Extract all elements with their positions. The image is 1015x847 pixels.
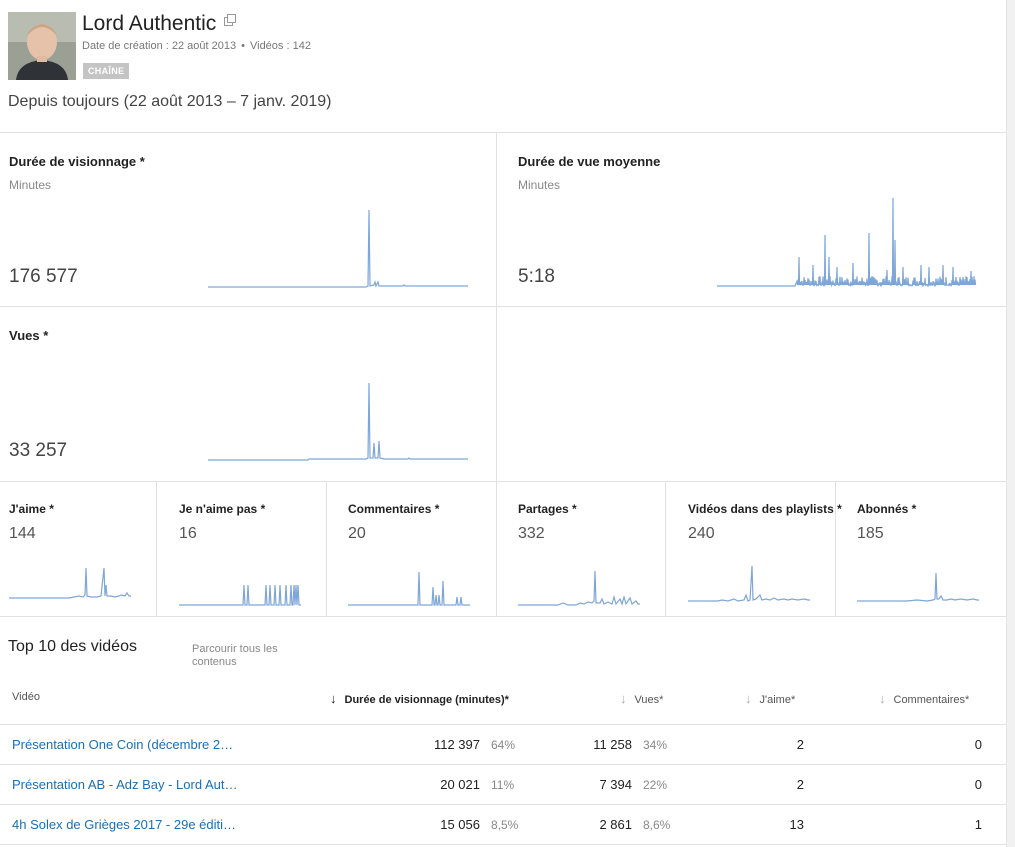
column-header-video[interactable]: Vidéo xyxy=(12,691,40,703)
views-percent: 22% xyxy=(643,778,668,792)
metric-title: J'aime * xyxy=(9,502,54,516)
channel-name[interactable]: Lord Authentic xyxy=(82,12,217,35)
likes-value: 2 xyxy=(796,737,804,752)
divider xyxy=(0,804,1006,805)
divider xyxy=(0,306,1006,307)
divider xyxy=(156,481,157,616)
views-percent: 8,6% xyxy=(643,818,671,832)
divider xyxy=(0,764,1006,765)
metric-title: Durée de vue moyenne xyxy=(518,154,661,169)
metric-subtitle: Minutes xyxy=(9,178,52,192)
column-header-views[interactable]: ↓ Vues* xyxy=(620,691,663,706)
likes-value: 2 xyxy=(796,777,804,792)
metric-value: 20 xyxy=(348,525,366,542)
comments-value: 0 xyxy=(974,737,982,752)
divider xyxy=(665,481,666,616)
metric-value: 5:18 xyxy=(518,266,555,287)
metric-title: Vues * xyxy=(9,328,49,343)
watch-time-value: 20 021 xyxy=(440,777,480,792)
metric-title: Commentaires * xyxy=(348,502,440,516)
top-videos-title: Top 10 des vidéos xyxy=(8,638,137,655)
views-sparkline xyxy=(208,382,468,461)
sort-arrow-down-icon: ↓ xyxy=(745,691,752,706)
date-range[interactable]: Depuis toujours (22 août 2013 – 7 janv. … xyxy=(8,93,332,110)
likes-value: 13 xyxy=(789,817,804,832)
external-link-icon[interactable] xyxy=(224,14,237,33)
metric-value: 240 xyxy=(688,525,715,542)
comments-sparkline xyxy=(348,571,470,606)
watch-time-value: 15 056 xyxy=(440,817,480,832)
metric-title: Durée de visionnage * xyxy=(9,154,145,169)
comments-value: 1 xyxy=(974,817,982,832)
divider xyxy=(496,481,497,616)
channel-header: Lord Authentic Date de création : 22 aoû… xyxy=(0,0,1006,132)
channel-meta: Date de création : 22 août 2013 • Vidéos :… xyxy=(82,40,311,52)
video-title-link[interactable]: 4h Solex de Grièges 2017 - 29e éditi… xyxy=(12,817,237,832)
creation-date: Date de création : 22 août 2013 xyxy=(82,40,237,52)
avatar[interactable] xyxy=(8,12,76,80)
playlists-sparkline xyxy=(688,565,810,602)
video-title-link[interactable]: Présentation AB - Adz Bay - Lord Aut… xyxy=(12,777,238,792)
column-header-likes[interactable]: ↓ J'aime* xyxy=(745,691,795,706)
metric-value: 16 xyxy=(179,525,197,542)
watch-time-percent: 8,5% xyxy=(491,818,519,832)
divider xyxy=(326,481,327,616)
metric-title: Abonnés * xyxy=(857,502,917,516)
sort-arrow-down-icon: ↓ xyxy=(330,691,337,706)
divider xyxy=(0,481,1006,482)
metric-subtitle: Minutes xyxy=(518,178,561,192)
column-header-label: Vues* xyxy=(634,694,664,706)
watch-time-value: 112 397 xyxy=(433,737,480,752)
metric-value: 176 577 xyxy=(9,266,78,287)
metric-value: 332 xyxy=(518,525,545,542)
comments-value: 0 xyxy=(974,777,982,792)
video-count: Vidéos : 142 xyxy=(249,40,311,52)
subscribers-sparkline xyxy=(857,572,979,602)
sort-arrow-down-icon: ↓ xyxy=(879,691,886,706)
views-percent: 34% xyxy=(643,738,668,752)
metric-title: Partages * xyxy=(518,502,577,516)
views-value: 7 394 xyxy=(599,777,632,792)
divider xyxy=(0,616,1006,617)
watch-time-sparkline xyxy=(208,209,468,288)
metric-value: 144 xyxy=(9,525,36,542)
sort-arrow-down-icon: ↓ xyxy=(620,691,627,706)
watch-time-percent: 11% xyxy=(491,778,515,792)
watch-time-percent: 64% xyxy=(491,738,516,752)
metric-value: 33 257 xyxy=(9,440,68,461)
column-header-label: J'aime* xyxy=(759,694,796,706)
divider xyxy=(0,132,1006,133)
metric-title: Je n'aime pas * xyxy=(179,502,266,516)
column-header-comments[interactable]: ↓ Commentaires* xyxy=(879,691,969,706)
avg-duration-sparkline xyxy=(717,197,977,288)
divider xyxy=(0,724,1006,725)
column-header-label: Commentaires* xyxy=(893,694,970,706)
metric-value: 185 xyxy=(857,525,884,542)
likes-sparkline xyxy=(9,567,131,599)
views-value: 2 861 xyxy=(599,817,632,832)
metric-title: Vidéos dans des playlists * xyxy=(688,502,842,516)
column-header-watch-time[interactable]: ↓ Durée de visionnage (minutes)* xyxy=(330,691,509,706)
divider xyxy=(496,132,497,481)
column-header-label: Durée de visionnage (minutes)* xyxy=(344,694,509,706)
divider xyxy=(835,481,836,616)
dislikes-sparkline xyxy=(179,584,301,606)
video-title-link[interactable]: Présentation One Coin (décembre 2… xyxy=(12,737,234,752)
shares-sparkline xyxy=(518,570,640,606)
browse-all-content-link[interactable]: Parcourir tous les contenus xyxy=(192,643,278,668)
divider xyxy=(0,844,1006,845)
scrollbar[interactable] xyxy=(1006,0,1015,847)
channel-badge: CHAÎNE xyxy=(83,63,130,79)
views-value: 11 258 xyxy=(593,737,632,752)
